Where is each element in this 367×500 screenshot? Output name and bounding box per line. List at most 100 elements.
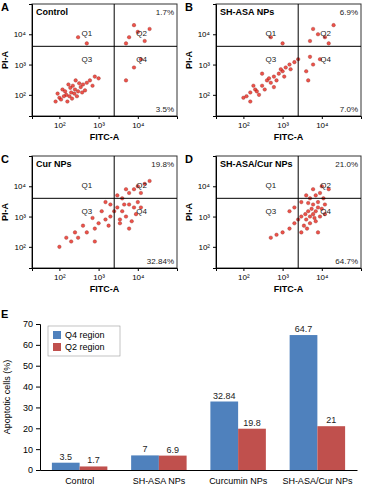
x-axis-title: FITC-A: [274, 284, 304, 294]
event-point: [304, 212, 308, 216]
event-point: [118, 221, 122, 225]
bar: [159, 456, 187, 470]
y-tick: 60: [23, 340, 40, 350]
y-axis: 10²10³10⁴: [198, 157, 217, 269]
quadrant-label: Q1: [82, 181, 93, 190]
event-point: [306, 201, 310, 205]
event-point: [127, 35, 131, 39]
y-axis-line: [29, 5, 33, 117]
event-point: [148, 179, 152, 183]
event-point: [107, 224, 111, 228]
event-point: [311, 63, 315, 67]
quadrant-percent: 32.84%: [147, 257, 174, 266]
bar: [317, 426, 345, 470]
event-point: [308, 215, 312, 219]
panel-letter: B: [185, 1, 193, 13]
event-point: [269, 81, 273, 85]
quadrant-label: Q2: [136, 181, 147, 190]
event-point: [77, 82, 81, 86]
y-tick-mark: [36, 407, 40, 408]
legend-label: Q2 region: [65, 342, 105, 352]
panel-letter: C: [1, 153, 9, 165]
y-tick-label: 10³: [198, 213, 210, 222]
x-tick: 10³: [277, 116, 289, 130]
y-tick-mark: [36, 324, 40, 325]
y-tick-label: 10²: [14, 91, 26, 100]
event-point: [54, 100, 58, 104]
x-tick-label: 10²: [238, 273, 250, 282]
quadrant-label: Q2: [136, 29, 147, 38]
y-tick-label: 10³: [14, 61, 26, 70]
y-tick-label: 70: [23, 319, 33, 329]
event-point: [305, 227, 309, 231]
x-tick-label: 10²: [54, 273, 66, 282]
event-point: [314, 194, 318, 198]
legend-swatch: [53, 343, 61, 351]
event-point: [249, 91, 253, 95]
x-axis-line: [217, 269, 362, 272]
event-point: [136, 200, 140, 204]
event-point: [288, 209, 292, 213]
x-tick-mark: [59, 116, 60, 119]
plot-area: [216, 156, 361, 268]
quadrant-label: Q4: [136, 207, 147, 216]
event-point: [143, 39, 147, 43]
bar: [131, 455, 159, 470]
event-point: [74, 79, 78, 83]
event-point: [275, 79, 279, 83]
event-point: [122, 203, 126, 207]
event-point: [62, 94, 66, 98]
event-point: [288, 63, 292, 67]
event-point: [148, 27, 152, 31]
quadrant-percent: 1.7%: [156, 8, 174, 17]
event-point: [120, 209, 124, 213]
plot-area: [32, 156, 177, 268]
event-point: [118, 218, 122, 222]
y-axis: 10²10³10⁴: [14, 157, 33, 269]
event-point: [313, 216, 317, 220]
y-axis-line: [213, 5, 217, 117]
y-tick-label: 60: [23, 340, 33, 350]
event-point: [275, 233, 279, 237]
y-tick-label: 40: [23, 382, 33, 392]
data-label: 7: [142, 444, 147, 454]
y-tick-mark: [213, 34, 216, 35]
x-tick-label: SH-ASA/Cur NPs: [282, 476, 353, 486]
event-point: [70, 97, 74, 101]
y-axis: 10²10³10⁴: [14, 5, 33, 117]
quadrant-label: Q3: [82, 55, 93, 64]
event-point: [66, 100, 70, 104]
event-point: [85, 42, 89, 46]
event-point: [81, 83, 85, 87]
event-point: [252, 84, 256, 88]
x-tick-label: Control: [65, 476, 94, 486]
x-tick-mark: [322, 116, 323, 119]
x-tick-mark: [99, 116, 100, 119]
event-point: [311, 27, 315, 31]
y-axis-title: PI-A: [0, 50, 10, 69]
event-point: [304, 69, 308, 73]
figure: 10²10³10⁴10²10³10⁴ControlQ1Q21.7%Q3Q43.5…: [0, 0, 367, 500]
y-tick: 10⁴: [198, 30, 216, 39]
figure-svg: 10²10³10⁴10²10³10⁴ControlQ1Q21.7%Q3Q43.5…: [0, 0, 367, 500]
plot-area: [32, 4, 177, 116]
y-axis-line: [29, 157, 33, 269]
x-tick: 10²: [54, 116, 66, 130]
y-tick-mark: [29, 34, 32, 35]
event-point: [310, 207, 314, 211]
gate-line-horizontal: [216, 198, 361, 199]
y-axis-title: PI-A: [184, 50, 194, 69]
x-tick-mark: [283, 268, 284, 271]
event-point: [59, 98, 63, 102]
y-tick-label: 10⁴: [198, 30, 211, 39]
quadrant-percent: 19.8%: [151, 160, 174, 169]
x-tick: 10⁴: [316, 268, 329, 282]
event-point: [314, 209, 318, 213]
quadrant-percent: 7.0%: [340, 105, 358, 114]
x-axis-line: [217, 117, 362, 120]
y-tick: 10⁴: [14, 182, 32, 191]
event-point: [289, 67, 293, 71]
panel-title: Control: [36, 7, 68, 17]
x-tick-label: 10⁴: [316, 121, 329, 130]
event-point: [308, 39, 312, 43]
